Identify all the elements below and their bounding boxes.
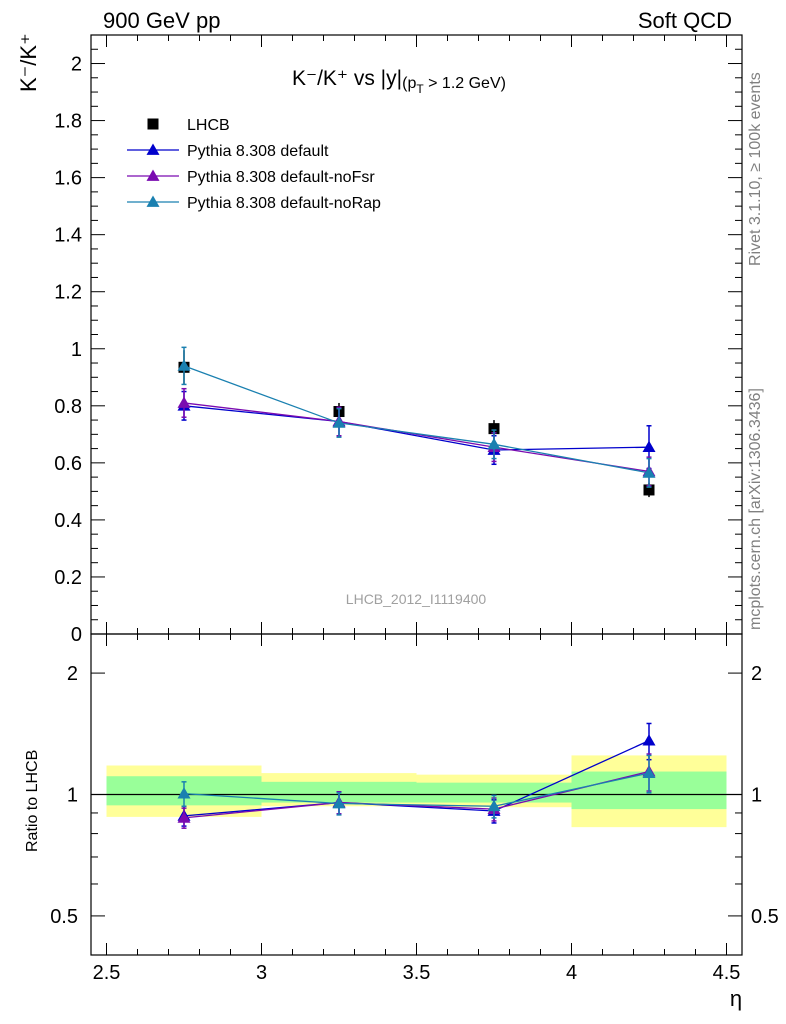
legend-label-0: Pythia 8.308 default: [187, 143, 329, 160]
main-ytick-label: 1.4: [54, 225, 82, 247]
ratio-line-2: [183, 772, 650, 807]
x-tick-label: 4: [566, 962, 577, 984]
series-point-2: [177, 359, 191, 371]
main-ytick-label: 0.8: [54, 396, 82, 418]
ratio-point-0: [642, 734, 656, 746]
ratio-ytick-label-right: 1: [751, 785, 762, 807]
main-panel-marks: [177, 346, 656, 498]
series-point-2: [642, 466, 656, 478]
main-ytick-label: 2: [71, 54, 82, 76]
plot-title: K⁻/K⁺ vs |y|(pT > 1.2 GeV): [292, 67, 506, 96]
ratio-bands: [91, 755, 742, 828]
main-ytick-label: 0.4: [54, 510, 82, 532]
ratio-point-2: [487, 799, 501, 812]
legend-label-1: Pythia 8.308 default-noFsr: [187, 169, 375, 186]
legend-marker-1: [146, 169, 160, 181]
axis-ticks: 2.5 3 3.5 4 4.5 0 0.2 0.4 0.6 0.8 1 1.2 1.4 1.6 1.8 2 0.…: [50, 34, 779, 984]
legend-marker-data: [147, 118, 159, 130]
ratio-point-2: [332, 796, 346, 809]
plot-title-sub-index: T: [416, 82, 424, 96]
main-ylabel: K⁻/K⁺: [16, 33, 41, 92]
legend-marker-0: [146, 143, 160, 155]
legend-label-2: Pythia 8.308 default-noRap: [187, 195, 381, 212]
series-line-0: [183, 405, 650, 451]
data-point: [643, 484, 655, 496]
ratio-panel-marks: [177, 722, 656, 829]
main-ytick-label: 1.2: [54, 282, 82, 304]
plot-title-sub-tail: > 1.2 GeV): [424, 75, 506, 92]
legend-label-data: LHCB: [187, 117, 230, 134]
series-point-0: [642, 440, 656, 453]
series-point-2: [487, 437, 501, 450]
main-ytick-label: 1.6: [54, 168, 82, 190]
data-point: [488, 423, 500, 435]
series-line-2: [183, 365, 650, 474]
main-ytick-label: 1.8: [54, 111, 82, 133]
ratio-ytick-label-left: 1: [67, 785, 78, 807]
main-ytick-label: 1: [71, 339, 82, 361]
x-tick-label: 4.5: [713, 962, 741, 984]
ratio-ytick-label-left: 2: [67, 663, 78, 685]
ratio-ytick-label-right: 2: [751, 663, 762, 685]
series-line-1: [183, 402, 650, 473]
legend: LHCB Pythia 8.308 default Pythia 8.308 def…: [127, 117, 381, 212]
rivet-label: Rivet 3.1.10, ≥ 100k events: [747, 72, 764, 266]
plot-title-main: K⁻/K⁺ vs |y|: [292, 67, 402, 90]
plot-title-sub: (p: [402, 75, 416, 92]
x-tick-label: 3: [256, 962, 267, 984]
ratio-ylabel: Ratio to LHCB: [24, 750, 41, 852]
header-right: Soft QCD: [638, 8, 732, 33]
ratio-frame: [90, 633, 743, 956]
mcplots-label: mcplots.cern.ch [arXiv:1306.3436]: [747, 388, 764, 630]
analysis-watermark: LHCB_2012_I1119400: [346, 591, 487, 607]
main-ytick-label: 0.2: [54, 567, 82, 589]
series-point-1: [177, 396, 191, 408]
main-ytick-label: 0.6: [54, 453, 82, 475]
ratio-line-0: [183, 740, 650, 817]
ratio-ytick-label-right: 0.5: [751, 906, 779, 928]
ratio-point-2: [642, 766, 656, 778]
ratio-ytick-label-left: 0.5: [50, 906, 78, 928]
x-tick-label: 3.5: [403, 962, 431, 984]
x-tick-label: 2.5: [93, 962, 121, 984]
legend-marker-2: [146, 195, 160, 207]
ratio-point-2: [177, 787, 191, 799]
main-ytick-label: 0: [71, 624, 82, 646]
x-axis-label: η: [730, 986, 742, 1011]
series-point-2: [332, 416, 346, 428]
ratio-point-1: [177, 811, 191, 823]
header-left: 900 GeV pp: [103, 8, 220, 33]
